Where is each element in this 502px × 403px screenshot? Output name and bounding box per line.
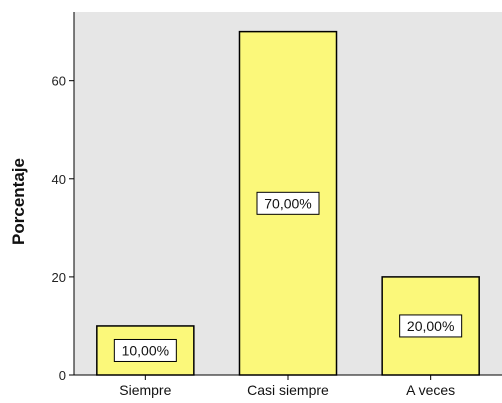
data-label: 70,00%: [256, 191, 320, 215]
x-tick-label: Casi siempre: [247, 382, 329, 398]
data-label-text: 20,00%: [407, 318, 454, 334]
data-labels: 10,00% 70,00% 20,00%: [113, 191, 463, 362]
x-tick-label: Siempre: [119, 382, 171, 398]
bar-a-veces: [381, 276, 480, 376]
data-label-box: [399, 314, 463, 338]
x-tick-label: A veces: [406, 382, 455, 398]
y-tick-label: 60: [52, 74, 66, 89]
data-label: 10,00%: [113, 338, 177, 362]
y-tick-label: 40: [52, 172, 66, 187]
data-label: 20,00%: [399, 314, 463, 338]
data-label-box: [113, 338, 177, 362]
y-axis-title: Porcentaje: [9, 158, 28, 245]
data-label-text: 10,00%: [122, 342, 169, 358]
x-axis: Siempre Casi siempre A veces: [74, 374, 502, 398]
y-tick-label: 0: [59, 368, 66, 383]
y-axis: 0 20 40 60: [52, 12, 75, 383]
data-label-text: 70,00%: [264, 195, 311, 211]
y-tick-label: 20: [52, 270, 66, 285]
data-label-box: [256, 191, 320, 215]
